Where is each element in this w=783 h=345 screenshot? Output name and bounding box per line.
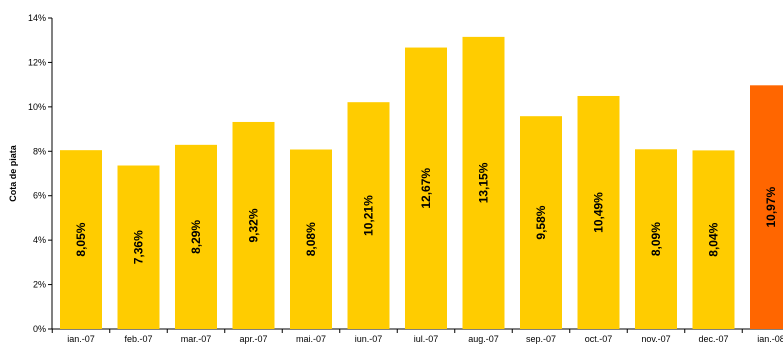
x-tick-label: apr.-07 [239,334,267,344]
bar [232,121,275,329]
bar-series: 8,05% 7,36% 8,29% 9,32% 8,08% 10,21% 12,67% 13,… [60,36,783,330]
bar [577,95,620,330]
bar-data-label: 7,36% [132,230,146,264]
x-tick-label: dec.-07 [698,334,728,344]
x-axis-ticks: ian.-07 feb.-07 mar.-07 apr.-07 mai.-07 iun.-… [51,329,783,344]
x-tick-label: ian.-08 [757,334,783,344]
bar-data-label: 8,05% [74,222,88,256]
bar-data-label: 12,67% [419,168,433,209]
bar [462,36,505,329]
y-tick-label: 14% [28,13,46,23]
y-tick-label: 10% [28,102,46,112]
bar-data-label: 9,32% [247,208,261,242]
bar-data-label: 8,09% [649,222,663,256]
bar-data-label: 8,08% [304,222,318,256]
bar [290,149,332,329]
y-tick-label: 4% [33,235,46,245]
x-tick-label: mai.-07 [296,334,326,344]
y-axis-ticks: 0% 2% 4% 6% 8% 10% 12% 14% [28,13,52,334]
x-tick-label: mar.-07 [181,334,212,344]
bar-data-label: 10,49% [592,192,606,233]
bar-data-label: 8,04% [707,222,721,256]
x-tick-label: nov.-07 [641,334,670,344]
bar [635,149,677,329]
x-tick-label: iun.-07 [355,334,383,344]
y-tick-label: 0% [33,324,46,334]
bar [117,165,160,329]
bar [405,47,447,330]
x-tick-label: sep.-07 [526,334,556,344]
bar [750,85,783,329]
y-tick-label: 2% [33,280,46,290]
bar [520,116,562,330]
x-tick-label: iul.-07 [414,334,439,344]
x-tick-label: ian.-07 [67,334,95,344]
x-tick-label: aug.-07 [468,334,499,344]
bar-data-label: 9,58% [534,205,548,239]
y-tick-label: 6% [33,191,46,201]
y-tick-label: 12% [28,57,46,67]
bar-data-label: 8,29% [189,220,203,254]
x-tick-label: feb.-07 [124,334,152,344]
x-tick-label: oct.-07 [585,334,613,344]
y-axis-label: Cota de piata [8,144,18,202]
bar [60,150,102,329]
bar-data-label: 13,15% [477,162,491,203]
y-tick-label: 8% [33,146,46,156]
bar-data-label: 10,97% [764,186,778,227]
bar [692,150,735,329]
bar [347,102,390,330]
bar [175,144,217,329]
bar-data-label: 10,21% [362,195,376,236]
